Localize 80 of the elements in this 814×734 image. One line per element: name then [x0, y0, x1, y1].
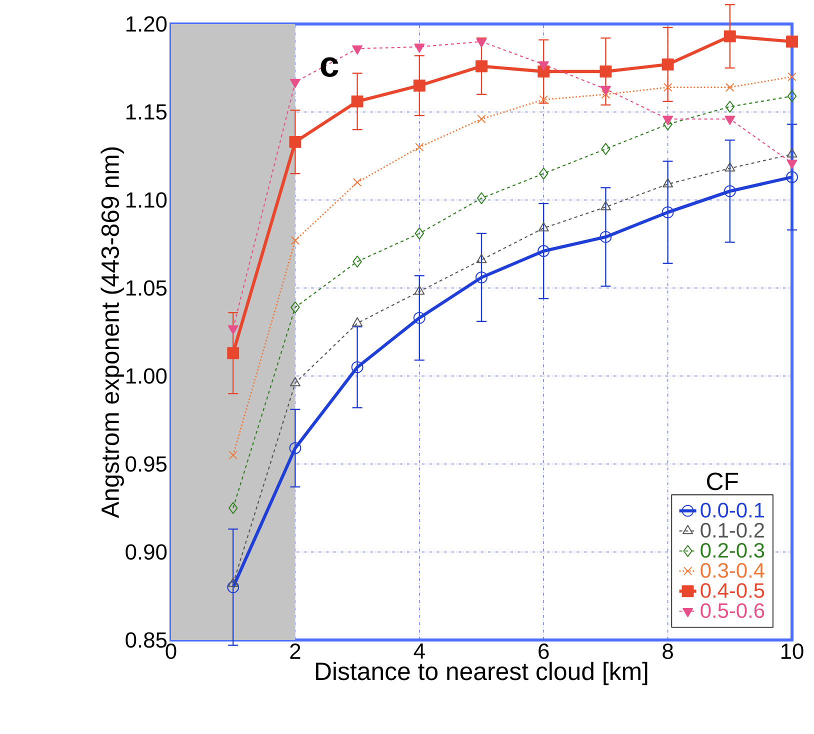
point: [414, 227, 424, 240]
point: [724, 30, 736, 42]
point: [352, 45, 363, 55]
y-tick-label: 1.15: [126, 104, 167, 120]
point: [538, 245, 550, 258]
point: [724, 162, 736, 172]
point: [351, 361, 364, 374]
point: [600, 66, 612, 78]
point: [228, 578, 238, 587]
point: [600, 86, 611, 96]
legend-title: CF: [707, 472, 738, 490]
point: [724, 185, 736, 198]
legend-label: 0.5-0.6: [700, 603, 764, 618]
point: [227, 347, 240, 360]
x-tick-label: 6: [538, 644, 549, 660]
point: [228, 450, 238, 460]
y-tick-label: 0.90: [126, 544, 167, 560]
point: [788, 72, 796, 82]
x-tick-label: 2: [290, 644, 300, 659]
legend-label: 0.1-0.2: [700, 522, 764, 538]
point: [662, 116, 674, 126]
x-tick-label: 0: [166, 644, 176, 660]
point: [352, 178, 362, 187]
point: [352, 256, 362, 268]
point: [290, 236, 300, 245]
point: [477, 114, 486, 124]
point: [290, 78, 300, 88]
point: [662, 178, 674, 188]
point: [786, 171, 798, 184]
point: [662, 206, 674, 218]
point: [290, 377, 300, 386]
point: [726, 82, 734, 92]
x-tick-label: 8: [662, 644, 673, 660]
point: [351, 95, 364, 108]
point: [415, 142, 424, 152]
point: [290, 301, 300, 314]
legend-label: 0.2-0.3: [700, 542, 764, 558]
point: [228, 502, 238, 514]
point: [725, 100, 735, 113]
y-tick-label: 1.10: [126, 192, 167, 208]
y-axis-title: Angstrom exponent (443-869 nm): [100, 147, 124, 518]
point: [601, 142, 610, 155]
legend-label: 0.4-0.5: [700, 583, 764, 598]
point: [476, 254, 487, 264]
point: [476, 38, 487, 48]
point: [476, 60, 488, 72]
point: [600, 230, 612, 243]
point: [786, 36, 798, 48]
point: [413, 80, 426, 92]
point: [600, 201, 611, 210]
point: [538, 222, 549, 232]
legend-label: 0.3-0.4: [700, 563, 764, 578]
point: [227, 581, 240, 594]
point: [787, 90, 797, 102]
point: [538, 61, 549, 70]
annotation: c: [320, 57, 338, 77]
point: [724, 116, 736, 126]
point: [662, 58, 674, 70]
point: [414, 286, 425, 295]
y-tick-label: 1.00: [126, 368, 167, 384]
point: [289, 136, 302, 148]
point: [414, 44, 425, 53]
y-tick-label: 0.85: [126, 632, 167, 648]
point: [352, 317, 363, 326]
y-tick-label: 1.20: [126, 16, 167, 32]
y-tick-label: 1.05: [126, 280, 167, 296]
y-tick-label: 0.95: [126, 456, 167, 472]
point: [289, 442, 302, 454]
point: [663, 82, 672, 92]
point: [601, 90, 610, 99]
point: [476, 271, 488, 284]
point: [538, 168, 548, 180]
x-tick-label: 4: [414, 644, 425, 659]
x-tick-label: 10: [781, 644, 804, 660]
legend-label: 0.0-0.1: [700, 502, 764, 518]
point: [476, 192, 486, 204]
point: [413, 312, 426, 324]
point: [539, 95, 548, 104]
point: [786, 160, 798, 170]
x-axis-title: Distance to nearest cloud [km]: [316, 662, 648, 686]
